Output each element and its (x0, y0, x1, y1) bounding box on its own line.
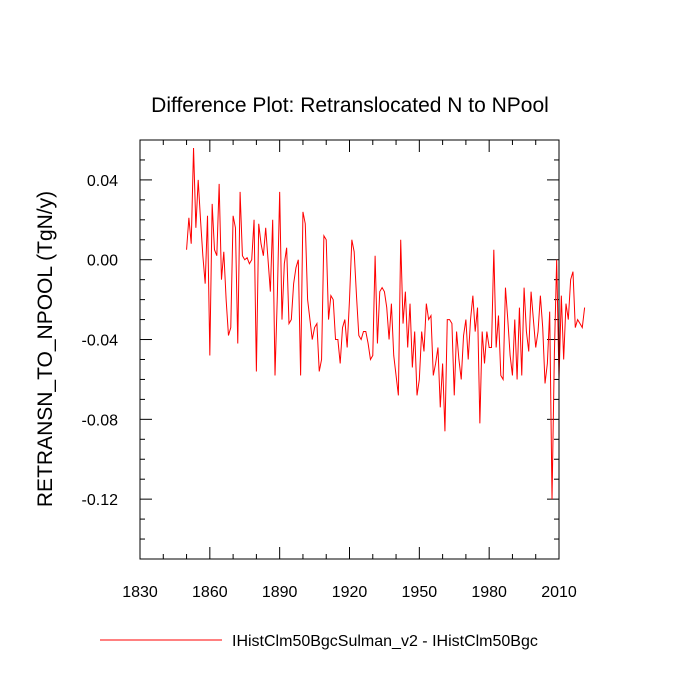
series-layer (186, 147, 586, 500)
y-tick-label: -0.08 (82, 412, 119, 429)
chart-title: Difference Plot: Retranslocated N to NPo… (151, 94, 549, 117)
x-tick-label: 1830 (122, 584, 158, 601)
plot-frame (139, 139, 560, 560)
x-tick-label: 1920 (332, 584, 368, 601)
axis-ticks (139, 140, 560, 559)
x-tick-label: 1980 (471, 584, 507, 601)
legend: IHistClm50BgcSulman_v2 - IHistClm50Bgc (100, 633, 538, 650)
axis-tick-labels: 1830 1860 1890 1920 1950 1980 2010 0.04 0.00 -0.0… (82, 173, 577, 601)
x-tick-label: 2010 (541, 584, 577, 601)
legend-label: IHistClm50BgcSulman_v2 - IHistClm50Bgc (232, 633, 538, 650)
y-axis-label: RETRANSN_TO_NPOOL (TgN/y) (34, 191, 57, 507)
y-tick-label: -0.04 (82, 333, 119, 350)
x-tick-label: 1860 (192, 584, 228, 601)
x-tick-label: 1950 (402, 584, 438, 601)
series-line (186, 147, 586, 500)
y-tick-label: 0.00 (87, 253, 118, 270)
x-tick-label: 1890 (262, 584, 298, 601)
y-tick-label: 0.04 (87, 173, 118, 190)
y-tick-label: -0.12 (82, 492, 119, 509)
